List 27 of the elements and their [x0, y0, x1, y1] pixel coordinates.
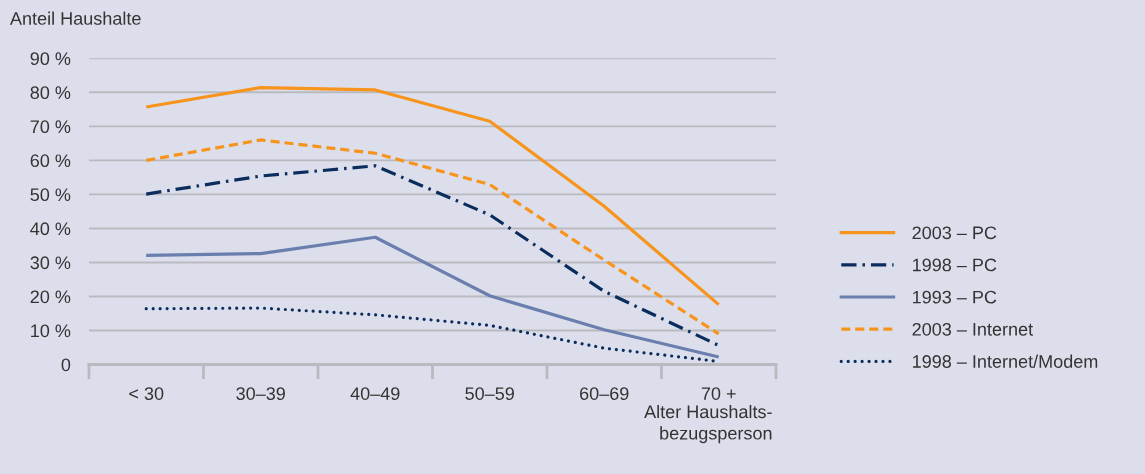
y-axis-title: Anteil Haushalte [10, 11, 141, 25]
y-tick-label: 40 % [30, 222, 71, 236]
x-tick-label: 50–59 [465, 387, 514, 400]
legend-label: 1993 – PC [913, 290, 997, 304]
line-series [144, 138, 721, 336]
legend-label: 2003 – PC [912, 226, 997, 240]
x-tick-label: 30–39 [236, 387, 285, 400]
y-tick-label: 60 % [30, 154, 71, 168]
x-tick-label: 60–69 [580, 387, 629, 400]
y-tick-label: 0 [61, 358, 71, 372]
line-series [144, 85, 721, 307]
x-axis-title: Alter Haushalts- bezugsperson [644, 404, 772, 444]
line-series [144, 235, 721, 359]
y-tick-label: 10 % [31, 324, 71, 338]
legend-label: 1998 – Internet/Modem [913, 354, 1098, 368]
y-tick-label: 50 % [30, 188, 71, 202]
legend-label: 2003 – Internet [912, 322, 1033, 336]
y-tick-label: 20 % [30, 290, 71, 304]
y-tick-label: 90 % [30, 52, 71, 66]
x-tick-label: < 30 [129, 387, 164, 400]
y-tick-label: 30 % [30, 256, 71, 270]
legend-label: 1998 – PC [913, 258, 997, 272]
y-tick-label: 80 % [30, 86, 71, 100]
line-series [144, 164, 721, 348]
y-tick-label: 70 % [30, 120, 71, 134]
x-tick-label: 40–49 [350, 387, 400, 400]
x-tick-label: 70 + [701, 387, 736, 400]
